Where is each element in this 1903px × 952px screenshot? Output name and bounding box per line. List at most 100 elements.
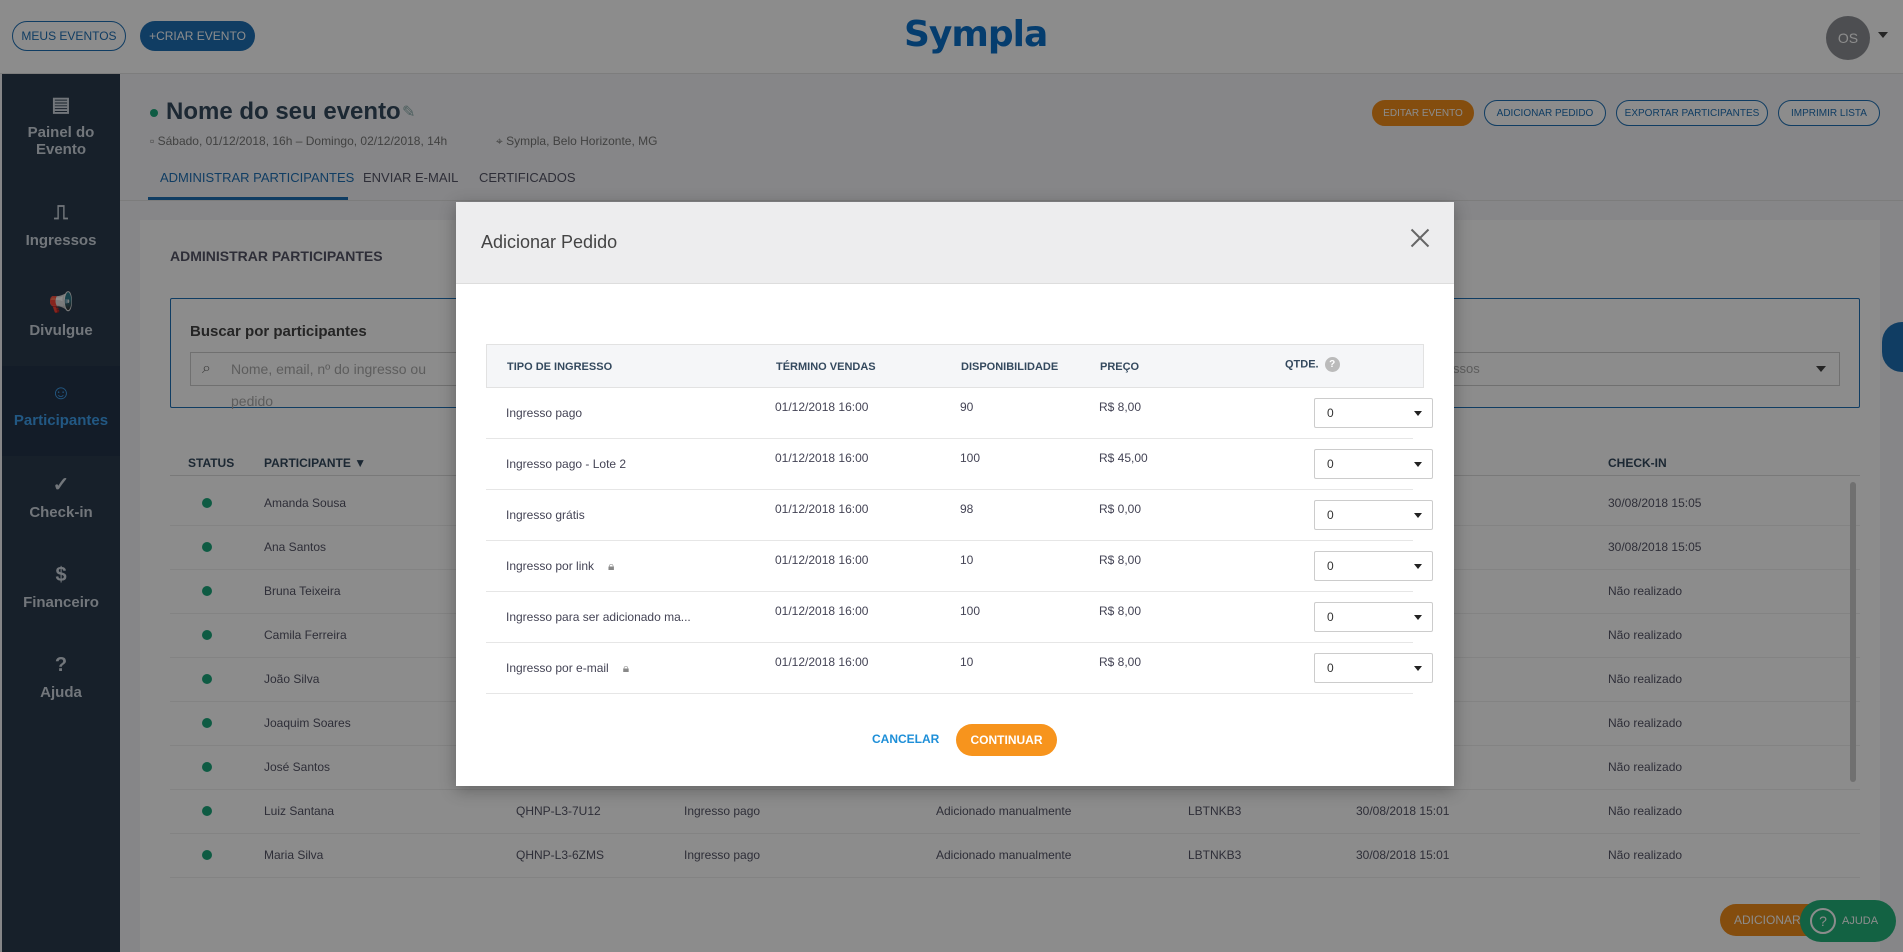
tab-certificates[interactable]: CERTIFICADOS — [479, 170, 576, 185]
people-icon: ☺ — [50, 382, 72, 404]
quantity-value: 0 — [1327, 508, 1334, 522]
participant-name: João Silva — [264, 672, 320, 686]
sales-end-cell: 01/12/2018 16:00 — [775, 400, 869, 414]
avatar[interactable]: OS — [1826, 16, 1870, 60]
scrollbar[interactable] — [1850, 482, 1856, 782]
column-quantity: QTDE.? — [1285, 357, 1340, 372]
quantity-select[interactable]: 0 — [1314, 500, 1433, 530]
table-row[interactable]: Luiz Santana QHNP-L3-7U12 Ingresso pago Adi… — [170, 790, 1860, 834]
ticket-type-name: Ingresso para ser adicionado ma... — [506, 610, 691, 624]
sidebar-item-promote[interactable]: 📢 Divulgue — [2, 290, 120, 360]
edit-event-button[interactable]: EDITAR EVENTO — [1372, 100, 1474, 126]
order-type: Adicionado manualmente — [936, 848, 1072, 862]
sidebar-item-help[interactable]: ? Ajuda — [2, 652, 120, 722]
column-price: PREÇO — [1100, 361, 1140, 373]
question-icon[interactable]: ? — [1324, 357, 1340, 372]
tab-manage-participants[interactable]: ADMINISTRAR PARTICIPANTES — [160, 170, 355, 185]
status-dot — [202, 542, 212, 552]
checkin-status: Não realizado — [1608, 716, 1683, 730]
sidebar-item-participants[interactable]: ☺ Participantes — [2, 366, 120, 456]
chevron-down-icon — [1414, 513, 1422, 518]
sympla-logo[interactable]: Sympla — [904, 14, 1048, 55]
checkin-status: Não realizado — [1608, 804, 1683, 818]
sidebar-item-dashboard[interactable]: ▤ Painel do Evento — [2, 92, 120, 182]
status-dot — [202, 630, 212, 640]
add-order-button[interactable]: ADICIONAR PEDIDO — [1484, 100, 1606, 126]
continue-button[interactable]: CONTINUAR — [956, 724, 1057, 756]
side-tab-button[interactable] — [1882, 322, 1903, 372]
order-number: LBTNKB3 — [1188, 848, 1242, 862]
sidebar-item-label: Painel do Evento — [27, 124, 95, 158]
quantity-select[interactable]: 0 — [1314, 653, 1433, 683]
quantity-select[interactable]: 0 — [1314, 602, 1433, 632]
ticket-row: Ingresso para ser adicionado ma... 01/12/… — [486, 592, 1433, 643]
create-event-button[interactable]: +CRIAR EVENTO — [140, 21, 255, 51]
availability-cell: 10 — [960, 553, 974, 567]
chevron-down-icon — [1414, 615, 1422, 620]
quantity-value: 0 — [1327, 610, 1334, 624]
quantity-select[interactable]: 0 — [1314, 398, 1433, 428]
panel-title: ADMINISTRAR PARTICIPANTES — [170, 248, 383, 264]
my-events-button[interactable]: MEUS EVENTOS — [12, 21, 126, 51]
checkin-status: 30/08/2018 15:05 — [1608, 540, 1702, 554]
column-status: STATUS — [188, 456, 235, 470]
sidebar: ▤ Painel do Evento ⎍ Ingressos 📢 Divulgu… — [2, 74, 120, 952]
event-location-text: Sympla, Belo Horizonte, MG — [506, 134, 658, 148]
sidebar-item-tickets[interactable]: ⎍ Ingressos — [2, 200, 120, 270]
quantity-value: 0 — [1327, 661, 1334, 675]
chevron-down-icon — [1414, 564, 1422, 569]
sales-end-cell: 01/12/2018 16:00 — [775, 604, 869, 618]
close-icon[interactable] — [1406, 224, 1434, 252]
participant-name: José Santos — [264, 760, 331, 774]
ticket-type-name: Ingresso por link — [506, 559, 595, 573]
availability-cell: 90 — [960, 400, 974, 414]
chevron-down-icon — [1414, 666, 1422, 671]
sidebar-item-finance[interactable]: $ Financeiro — [2, 562, 120, 632]
help-bubble-label: AJUDA — [1842, 915, 1879, 927]
export-participants-button[interactable]: EXPORTAR PARTICIPANTES — [1616, 100, 1768, 126]
edit-icon[interactable]: ✎ — [402, 104, 416, 121]
quantity-select[interactable]: 0 — [1314, 449, 1433, 479]
ticket-icon: ⎍ — [54, 202, 68, 224]
sidebar-item-label: Financeiro — [23, 594, 99, 611]
chevron-down-icon — [1414, 462, 1422, 467]
quantity-select[interactable]: 0 — [1314, 551, 1433, 581]
check-icon: ✓ — [52, 474, 70, 496]
sidebar-item-label: Ajuda — [40, 684, 82, 701]
ticket-table-header: TIPO DE INGRESSO TÉRMINO VENDAS DISPONIB… — [486, 344, 1424, 388]
megaphone-icon: 📢 — [48, 292, 74, 314]
status-dot — [202, 586, 212, 596]
search-icon: ⌕ — [202, 360, 211, 377]
table-row[interactable]: Maria Silva QHNP-L3-6ZMS Ingresso pago Adic… — [170, 834, 1860, 878]
price-cell: R$ 0,00 — [1099, 502, 1142, 516]
help-icon: ? — [1810, 908, 1836, 934]
lock-icon: 🔒︎ — [608, 559, 615, 574]
event-location: ⌖ Sympla, Belo Horizonte, MG — [496, 134, 658, 148]
sidebar-item-checkin[interactable]: ✓ Check-in — [2, 472, 120, 542]
search-label: Buscar por participantes — [190, 323, 367, 340]
dashboard-icon: ▤ — [51, 94, 71, 116]
quantity-value: 0 — [1327, 457, 1334, 471]
ticket-type-cell: Ingresso para ser adicionado ma... — [506, 610, 691, 624]
availability-cell: 100 — [960, 604, 981, 618]
ticket-row: Ingresso pago 01/12/2018 16:00 90 R$ 8,00 0 — [486, 388, 1433, 439]
quantity-value: 0 — [1327, 559, 1334, 573]
chevron-down-icon[interactable] — [1878, 32, 1888, 38]
table-row[interactable]: José Santos Não realizado — [170, 746, 1860, 790]
status-dot — [202, 498, 212, 508]
ticket-type-cell: Ingresso pago — [506, 406, 582, 420]
checkin-status: Não realizado — [1608, 672, 1683, 686]
column-sales-end: TÉRMINO VENDAS — [776, 361, 876, 373]
print-list-button[interactable]: IMPRIMIR LISTA — [1778, 100, 1880, 126]
tab-send-email[interactable]: ENVIAR E-MAIL — [363, 170, 459, 185]
participant-name: Bruna Teixeira — [264, 584, 341, 598]
help-icon: ? — [54, 654, 68, 676]
column-participant[interactable]: PARTICIPANTE ▼ — [264, 456, 367, 470]
ticket-row: Ingresso por link 🔒︎ 01/12/2018 16:00 10 R$ … — [486, 541, 1433, 592]
price-cell: R$ 8,00 — [1099, 553, 1142, 567]
search-input[interactable]: Nome, email, nº do ingresso ou pedido — [190, 352, 470, 409]
help-bubble[interactable]: ? AJUDA — [1800, 900, 1896, 942]
modal-header: Adicionar Pedido — [456, 202, 1454, 284]
cancel-button[interactable]: CANCELAR — [872, 732, 940, 746]
availability-cell: 100 — [960, 451, 981, 465]
